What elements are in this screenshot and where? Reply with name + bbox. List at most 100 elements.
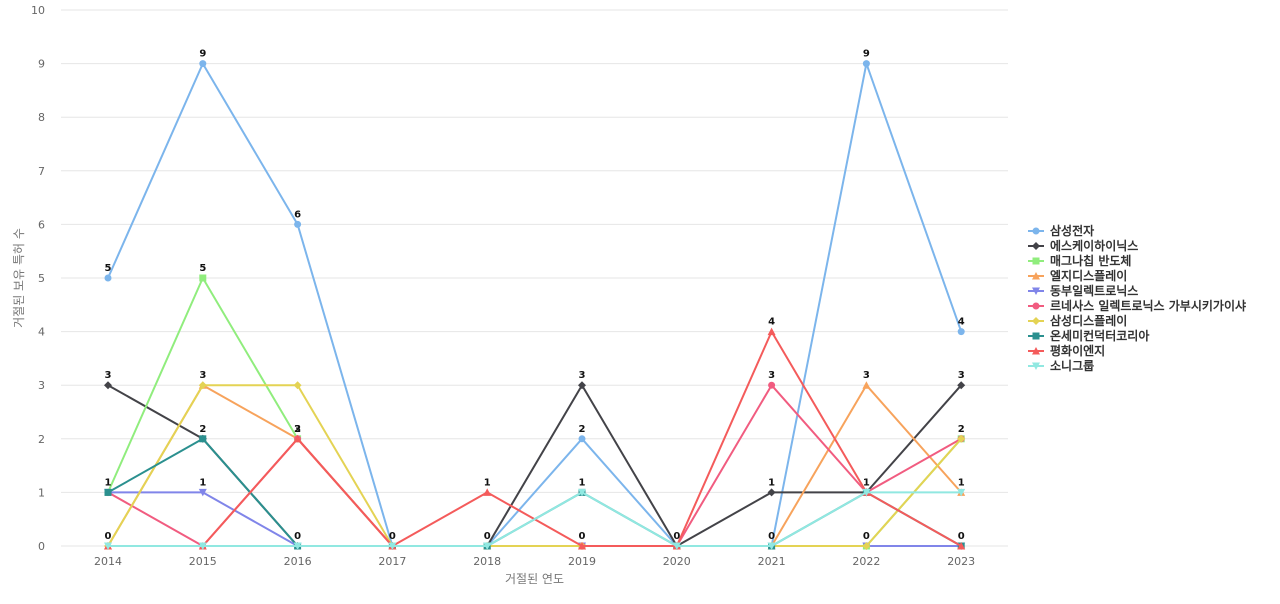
data-point — [957, 542, 966, 550]
data-label: 1 — [484, 477, 491, 488]
data-label: 3 — [958, 370, 965, 381]
data-label: 6 — [294, 209, 301, 220]
y-tick-label: 8 — [38, 111, 45, 124]
data-point — [199, 435, 207, 443]
legend-label: 소니그룹 — [1050, 358, 1094, 373]
legend-item[interactable]: 삼성디스플레이 — [1028, 313, 1127, 328]
legend-item[interactable]: 삼성전자 — [1028, 223, 1094, 238]
x-tick-label: 2015 — [189, 555, 217, 568]
legend-label: 르네사스 일렉트로닉스 가부시키가이샤 — [1050, 298, 1246, 313]
legend-item[interactable]: 동부일렉트로닉스 — [1028, 283, 1138, 298]
x-axis-title: 거절된 연도 — [505, 572, 564, 586]
legend-label: 온세미컨덕터코리아 — [1050, 328, 1149, 343]
data-point — [672, 542, 681, 550]
data-label: 1 — [105, 477, 112, 488]
legend-marker — [1032, 332, 1040, 340]
x-tick-label: 2016 — [284, 555, 312, 568]
data-label: 0 — [958, 531, 965, 542]
y-tick-label: 0 — [38, 540, 45, 553]
series-line — [107, 277, 962, 547]
y-tick-label: 7 — [38, 165, 45, 178]
gridlines — [61, 9, 1008, 547]
data-point — [104, 381, 112, 390]
x-tick-label: 2019 — [568, 555, 596, 568]
legend-item[interactable]: 르네사스 일렉트로닉스 가부시키가이샤 — [1028, 298, 1246, 313]
data-label: 1 — [863, 477, 870, 488]
legend-item[interactable]: 매그나칩 반도체 — [1028, 253, 1131, 268]
series-line — [108, 491, 962, 547]
data-point — [957, 488, 966, 497]
data-point — [578, 542, 586, 550]
data-point — [862, 381, 871, 389]
series-lines — [104, 60, 966, 550]
legend-item[interactable]: 평화이엔지 — [1028, 343, 1105, 358]
data-label: 1 — [199, 477, 206, 488]
x-tick-label: 2014 — [94, 555, 122, 568]
legend-marker — [1032, 317, 1040, 325]
y-tick-label: 2 — [38, 433, 45, 446]
data-point — [293, 381, 302, 390]
data-label: 0 — [673, 531, 680, 542]
x-tick-label: 2017 — [378, 555, 406, 568]
legend-label: 삼성전자 — [1050, 223, 1094, 238]
legend-item[interactable]: 소니그룹 — [1028, 358, 1094, 373]
data-label: 3 — [863, 370, 870, 381]
y-tick-label: 3 — [38, 379, 45, 392]
data-point — [578, 488, 586, 497]
legend-label: 매그나칩 반도체 — [1050, 253, 1131, 268]
data-label: 0 — [294, 531, 301, 542]
data-point — [862, 488, 871, 497]
legend-item[interactable]: 엘지디스플레이 — [1028, 268, 1127, 283]
data-label: 1 — [579, 477, 586, 488]
y-axis-title: 거절된 보유 특허 수 — [12, 228, 26, 328]
data-label: 4 — [958, 317, 965, 328]
legend-label: 엘지디스플레이 — [1050, 268, 1127, 283]
data-point — [294, 220, 302, 228]
data-point — [483, 488, 492, 496]
data-point — [767, 327, 776, 336]
legend-marker — [1032, 242, 1040, 250]
data-label: 2 — [958, 424, 965, 435]
legend-marker — [1032, 227, 1040, 235]
data-label: 0 — [105, 531, 112, 542]
data-label: 4 — [768, 317, 775, 328]
legend-label: 삼성디스플레이 — [1050, 313, 1127, 328]
data-label: 3 — [294, 424, 301, 435]
data-label: 9 — [863, 49, 870, 60]
data-point — [388, 542, 397, 550]
data-label: 2 — [294, 424, 301, 435]
legend-label: 동부일렉트로닉스 — [1050, 283, 1138, 298]
data-point — [957, 434, 966, 443]
legend-marker — [1032, 347, 1040, 355]
data-point — [293, 434, 302, 443]
legend-item[interactable]: 온세미컨덕터코리아 — [1028, 328, 1149, 343]
data-point — [104, 274, 112, 282]
data-label: 3 — [768, 370, 775, 381]
data-point — [198, 488, 207, 497]
data-label: 0 — [484, 531, 491, 542]
data-point — [199, 274, 207, 282]
legend-marker — [1032, 257, 1040, 265]
data-point — [957, 381, 966, 390]
series-0 — [104, 60, 965, 550]
legend-marker — [1032, 302, 1040, 310]
legend-marker — [1032, 362, 1040, 370]
data-label: 1 — [958, 477, 965, 488]
data-label: 3 — [579, 370, 586, 381]
y-tick-label: 1 — [38, 486, 45, 499]
data-point — [104, 542, 112, 550]
data-point — [767, 542, 776, 550]
data-label: 2 — [199, 424, 206, 435]
data-point — [767, 488, 776, 497]
data-label: 1 — [768, 477, 775, 488]
data-label: 5 — [105, 263, 112, 274]
data-label: 2 — [579, 424, 586, 435]
y-tick-label: 4 — [38, 326, 45, 339]
data-point — [483, 542, 492, 550]
legend-marker — [1032, 272, 1040, 280]
series-line — [107, 384, 962, 547]
series-1 — [104, 381, 966, 550]
legend-item[interactable]: 에스케이하이닉스 — [1028, 238, 1138, 253]
